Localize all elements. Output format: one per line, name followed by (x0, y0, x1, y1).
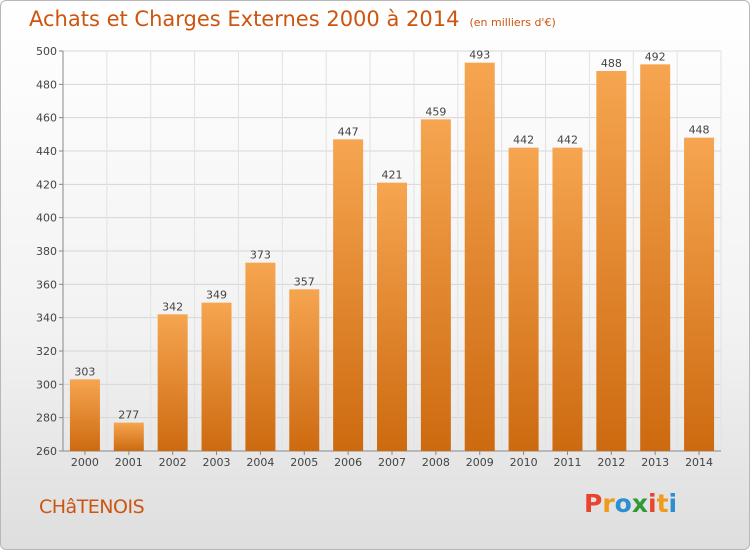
x-tick-label: 2004 (246, 456, 274, 469)
brand-letter: i (648, 489, 657, 518)
data-label: 492 (645, 50, 666, 63)
bar (508, 147, 539, 451)
x-tick-label: 2003 (203, 456, 231, 469)
data-label: 303 (74, 365, 95, 378)
bar (245, 262, 276, 451)
y-tick-label: 480 (36, 78, 57, 91)
bars (69, 62, 715, 452)
bar (69, 379, 100, 451)
x-tick-label: 2006 (334, 456, 362, 469)
brand-letter: P (584, 489, 603, 518)
data-label: 349 (206, 289, 227, 302)
brand-logo: Proxiti (584, 489, 677, 518)
x-tick-label: 2007 (378, 456, 406, 469)
x-tick-label: 2012 (597, 456, 625, 469)
brand-letter: x (631, 489, 648, 518)
data-label: 448 (689, 124, 710, 137)
brand-letter: t (656, 489, 669, 518)
bar (333, 139, 364, 452)
chart-title-text: Achats et Charges Externes 2000 à 2014 (29, 7, 460, 31)
x-tick-label: 2005 (290, 456, 318, 469)
data-label: 373 (250, 249, 271, 262)
brand-letter: r (602, 489, 615, 518)
bar (420, 119, 451, 451)
bar (377, 182, 407, 451)
chart-title: Achats et Charges Externes 2000 à 2014 (e… (29, 7, 556, 31)
chart-unit: (en milliers d'€) (469, 16, 556, 29)
y-tick-label: 500 (36, 45, 57, 58)
y-tick-label: 400 (36, 212, 57, 225)
brand-letter: o (614, 489, 632, 518)
bar (113, 422, 144, 451)
bar (157, 314, 188, 451)
data-label: 442 (513, 134, 534, 147)
y-tick-label: 460 (36, 112, 57, 125)
x-tick-label: 2000 (71, 456, 99, 469)
y-tick-label: 420 (36, 178, 57, 191)
y-tick-label: 300 (36, 378, 57, 391)
bar (201, 302, 232, 451)
data-label: 421 (382, 169, 403, 182)
x-tick-label: 2013 (641, 456, 669, 469)
data-label: 277 (118, 409, 139, 422)
labels: 260 280 300 320 340 360 380 400 420 440 460 480 500 3… (36, 45, 713, 469)
x-tick-label: 2011 (553, 456, 581, 469)
data-label: 342 (162, 300, 183, 313)
x-tick-label: 2008 (422, 456, 450, 469)
bar (552, 147, 583, 451)
y-tick-label: 360 (36, 278, 57, 291)
data-label: 459 (425, 105, 446, 118)
brand-letter: i (668, 489, 678, 518)
bar (289, 289, 320, 451)
bar (684, 137, 715, 451)
y-tick-label: 340 (36, 312, 57, 325)
x-tick-label: 2009 (466, 456, 494, 469)
x-tick-label: 2001 (115, 456, 143, 469)
x-tick-label: 2014 (685, 456, 713, 469)
data-label: 442 (557, 134, 578, 147)
x-tick-label: 2002 (159, 456, 187, 469)
y-tick-label: 380 (36, 245, 57, 258)
commune-name: CHâTENOIS (39, 496, 145, 518)
y-tick-label: 280 (36, 412, 57, 425)
data-label: 493 (469, 49, 490, 62)
bar (464, 62, 495, 452)
y-tick-label: 260 (36, 445, 57, 458)
x-tick-label: 2010 (510, 456, 538, 469)
data-label: 357 (294, 275, 315, 288)
bar (640, 64, 671, 452)
y-tick-label: 320 (36, 345, 57, 358)
y-tick-label: 440 (36, 145, 57, 158)
bar (596, 71, 627, 451)
data-label: 488 (601, 57, 622, 70)
data-label: 447 (338, 125, 359, 138)
